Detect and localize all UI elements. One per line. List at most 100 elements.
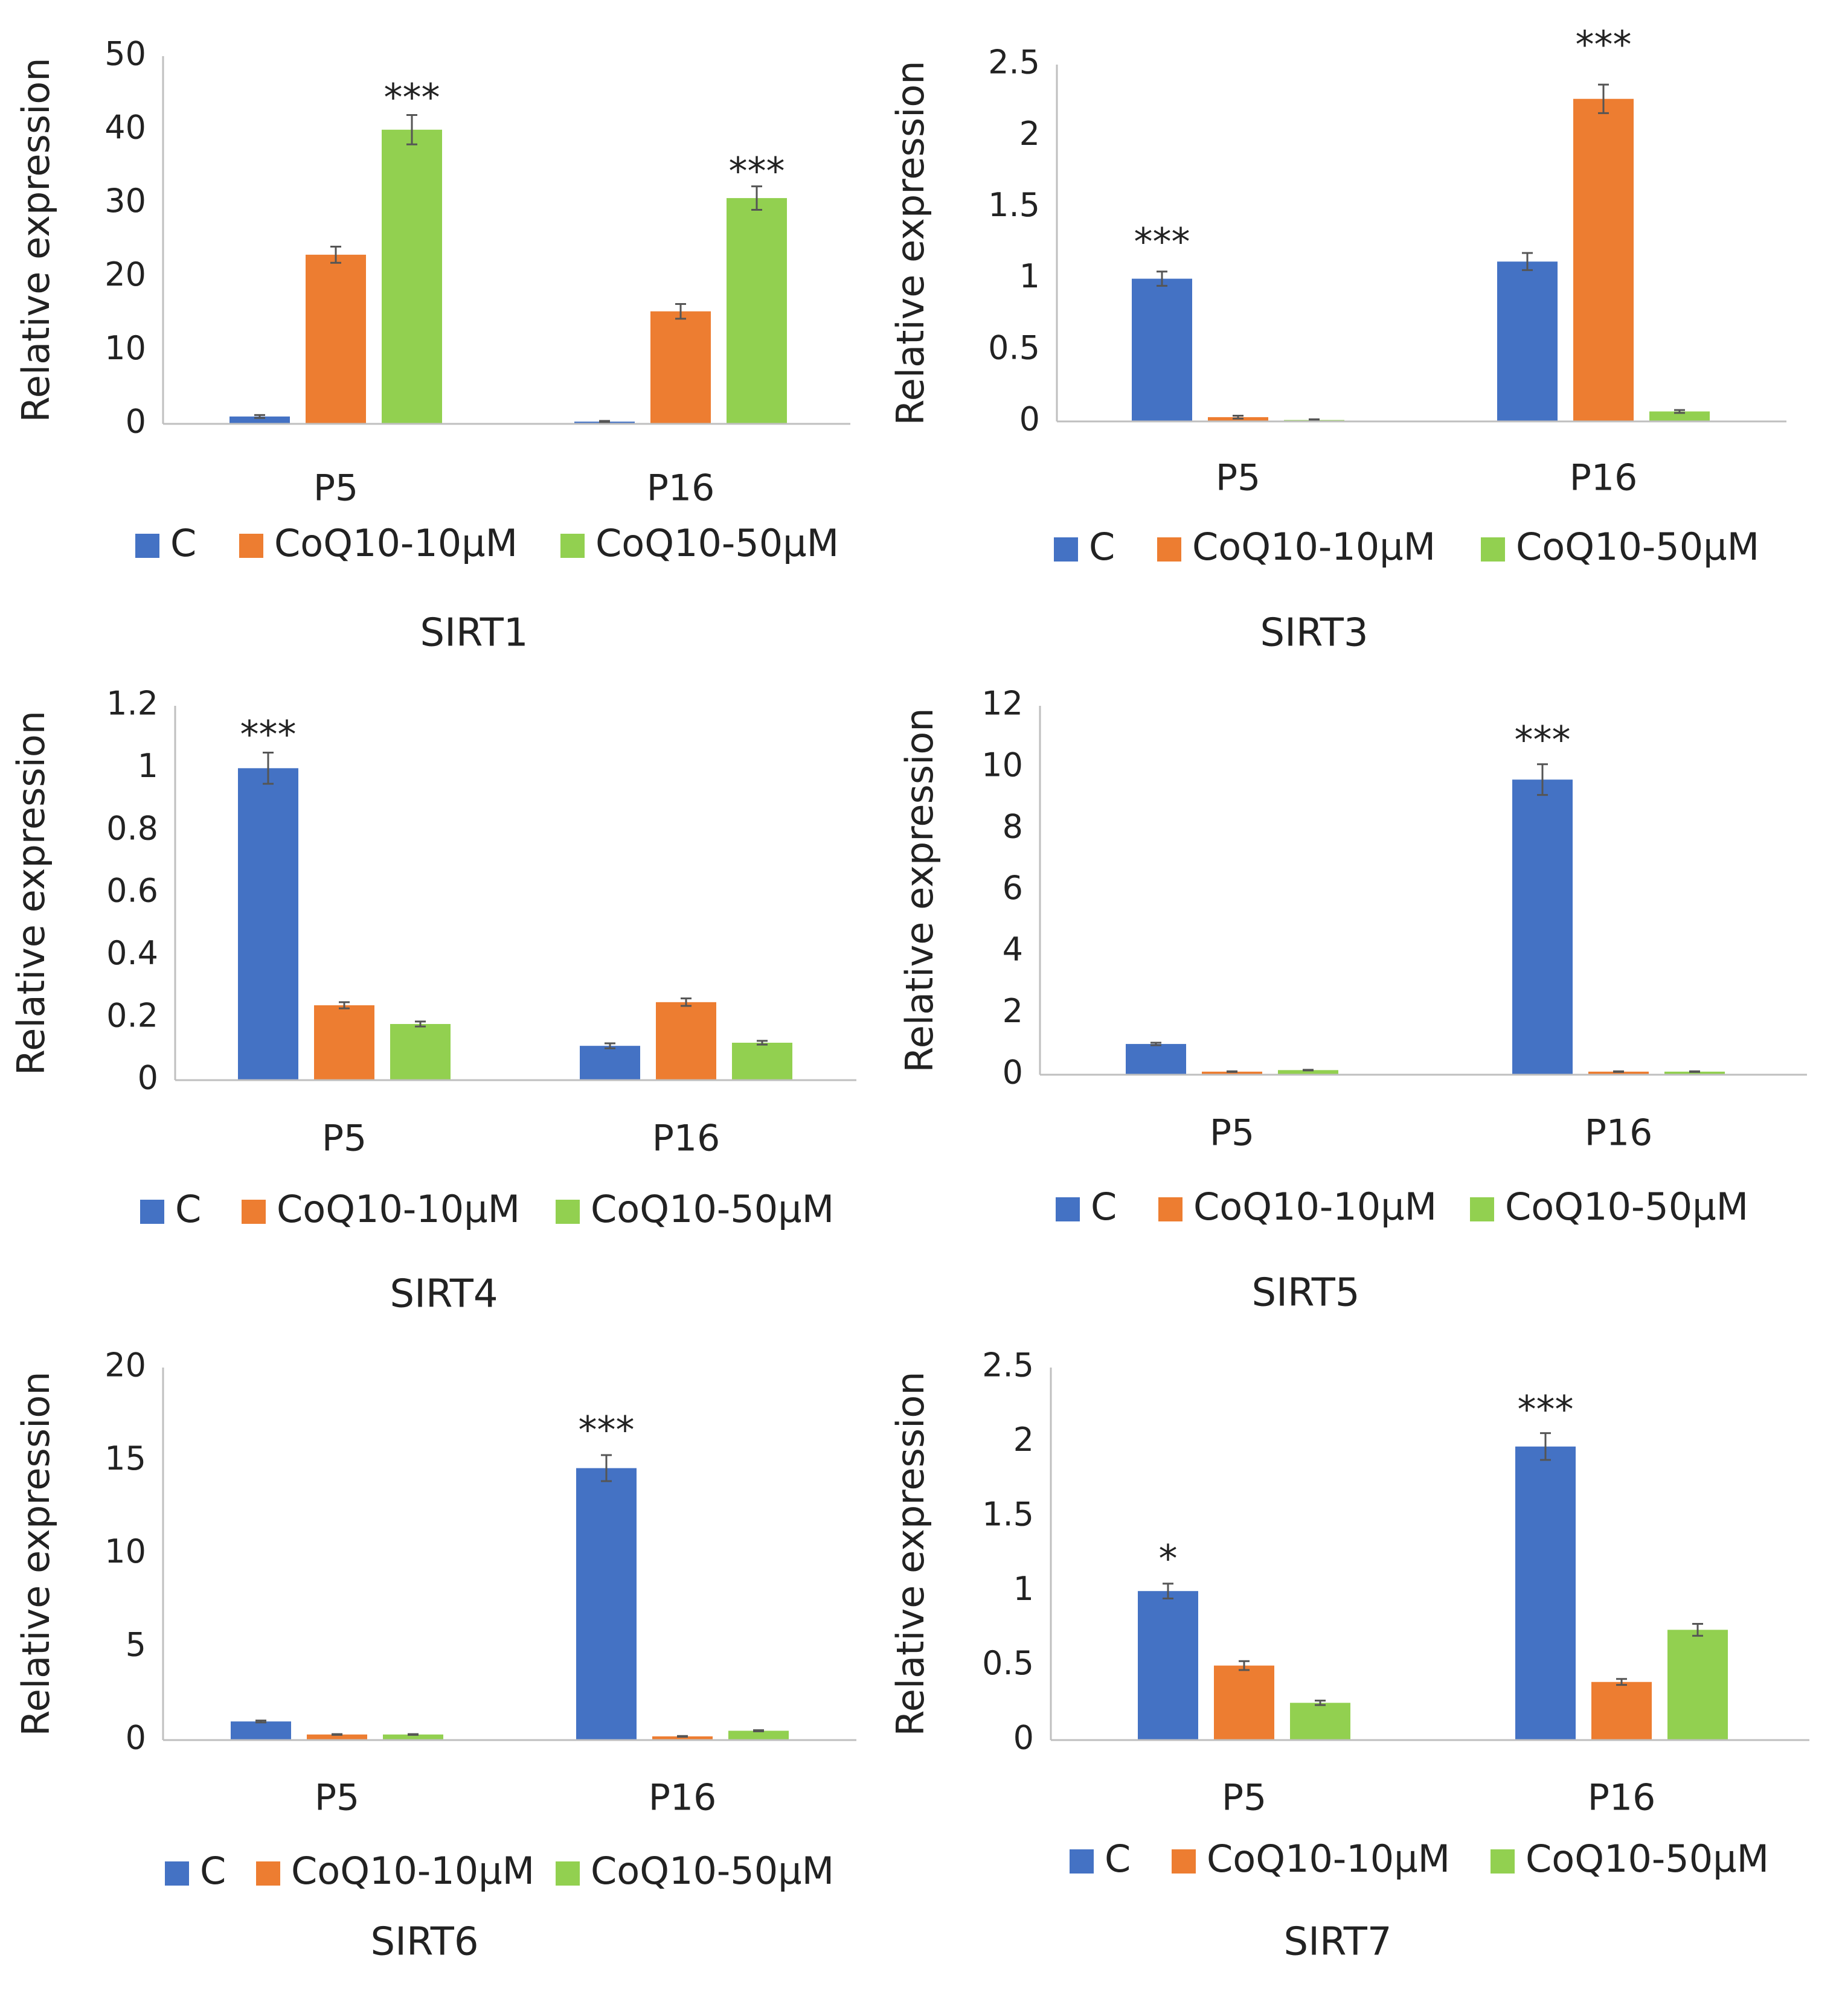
bar-coq10-50-m-p5	[1290, 1703, 1350, 1740]
y-axis-label: Relative expression	[14, 57, 58, 422]
legend-label: C	[1105, 1837, 1131, 1881]
x-category-label: P16	[652, 1118, 720, 1160]
x-category-label: P16	[649, 1777, 717, 1819]
chart-title: SIRT3	[1260, 611, 1368, 656]
legend-swatch	[1158, 1197, 1183, 1221]
legend-swatch	[256, 1861, 280, 1886]
bar-coq10-50-m-p5	[383, 1734, 443, 1740]
bar-coq10-50-m-p5	[1278, 1070, 1338, 1075]
error-bar	[1616, 1678, 1627, 1686]
error-bar	[599, 420, 610, 424]
y-tick-label: 1	[138, 747, 158, 785]
bar-coq10-50-m-p16	[727, 198, 787, 424]
bar-c-p5	[229, 416, 290, 424]
legend-label: CoQ10-50µM	[1526, 1837, 1769, 1881]
y-tick-label: 0	[1019, 400, 1040, 438]
bar-coq10-10-m-p16	[656, 1002, 716, 1080]
y-tick-label: 0	[126, 403, 146, 441]
y-tick-label: 1.5	[982, 1495, 1034, 1533]
y-tick-label: 20	[104, 1346, 146, 1384]
legend-label: CoQ10-10µM	[277, 1187, 520, 1231]
error-bar	[751, 185, 762, 211]
bar-coq10-10-m-p5	[314, 1005, 374, 1080]
significance-stars: *	[1159, 1537, 1178, 1581]
legend-label: CoQ10-10µM	[1207, 1837, 1450, 1881]
legend-swatch	[1157, 537, 1181, 562]
chart-sirt4: 0 0.2 0.4 0.6 0.8 1 1.2 Relative expression P5 P1…	[9, 685, 856, 1317]
error-bar	[1689, 1070, 1700, 1073]
legend-swatch	[1172, 1849, 1196, 1874]
bar-coq10-10-m-p5	[307, 1734, 367, 1740]
y-tick-label: 30	[104, 182, 146, 220]
legend-label: CoQ10-10µM	[274, 521, 518, 565]
legend-label: C	[1091, 1185, 1117, 1229]
bar-coq10-10-m-p5	[306, 254, 366, 424]
error-bar	[415, 1020, 426, 1028]
x-category-label: P5	[1210, 1112, 1254, 1154]
legend-swatch	[239, 534, 263, 558]
error-bar	[255, 1720, 266, 1724]
significance-stars: ***	[384, 75, 440, 120]
legend-swatch	[1491, 1849, 1515, 1874]
bar-coq10-50-m-p16	[728, 1730, 789, 1740]
error-bar	[1613, 1070, 1624, 1073]
bar-coq10-50-m-p16	[1649, 411, 1710, 421]
bar-c-p16	[1497, 261, 1558, 421]
chart-sirt3: 0 0.5 1 1.5 2 2.5 Relative expression P5 P16 *** *…	[888, 23, 1786, 656]
y-tick-label: 1.2	[106, 685, 158, 723]
error-bar	[1692, 1622, 1703, 1637]
legend-swatch	[1056, 1197, 1080, 1221]
error-bar	[408, 1733, 419, 1736]
error-bar	[1227, 1070, 1237, 1073]
y-tick-label: 10	[104, 329, 146, 367]
y-tick-label: 40	[104, 108, 146, 146]
y-tick-label: 4	[1003, 930, 1023, 968]
legend-label: CoQ10-50µM	[1505, 1185, 1748, 1229]
legend-swatch	[135, 534, 159, 558]
legend-swatch	[1470, 1197, 1494, 1221]
legend-label: CoQ10-50µM	[591, 1849, 834, 1893]
bar-c-p5	[1132, 278, 1192, 421]
bar-coq10-50-m-p16	[1664, 1071, 1725, 1075]
bar-coq10-10-m-p16	[652, 1736, 713, 1740]
legend-label: CoQ10-50µM	[1516, 525, 1759, 569]
error-bar	[1233, 415, 1244, 420]
legend-label: CoQ10-50µM	[591, 1187, 834, 1231]
bar-c-p16	[580, 1046, 640, 1080]
chart-sirt1: 0 10 20 30 40 50 Relative expression P5 P16 *** **…	[14, 35, 850, 656]
x-category-label: P5	[1222, 1777, 1266, 1819]
error-bar	[1239, 1660, 1250, 1671]
x-category-label: P16	[1570, 457, 1638, 499]
y-tick-label: 0	[1003, 1054, 1023, 1092]
y-tick-label: 2	[1003, 992, 1023, 1030]
error-bar	[1315, 1700, 1326, 1706]
x-category-label: P5	[322, 1118, 367, 1160]
legend-swatch	[1481, 537, 1505, 562]
chart-sirt6: 0 5 10 15 20 Relative expression P5 P16 *** C CoQ1…	[14, 1346, 856, 1965]
bar-c-p5	[1138, 1591, 1198, 1740]
y-tick-label: 0.5	[988, 328, 1040, 366]
error-bar	[601, 1454, 612, 1482]
x-category-label: P5	[1216, 457, 1260, 499]
legend-swatch	[1070, 1849, 1094, 1874]
legend-swatch	[560, 534, 585, 558]
error-bar	[1157, 270, 1167, 287]
y-tick-label: 1	[1013, 1570, 1034, 1608]
error-bar	[1309, 418, 1320, 422]
bar-coq10-10-m-p16	[1588, 1071, 1649, 1075]
error-bar	[1537, 763, 1548, 796]
y-axis-label: Relative expression	[888, 60, 932, 425]
y-axis-label: Relative expression	[14, 1371, 58, 1736]
error-bar	[254, 414, 265, 419]
error-bar	[605, 1042, 615, 1049]
chart-title: SIRT1	[420, 611, 528, 656]
legend-label: C	[200, 1849, 226, 1893]
y-tick-label: 0.5	[982, 1644, 1034, 1682]
error-bar	[1540, 1432, 1551, 1461]
error-bar	[406, 114, 417, 146]
legend-swatch	[1054, 537, 1078, 562]
bar-c-p16	[1512, 779, 1573, 1075]
y-axis-label: Relative expression	[897, 708, 942, 1072]
